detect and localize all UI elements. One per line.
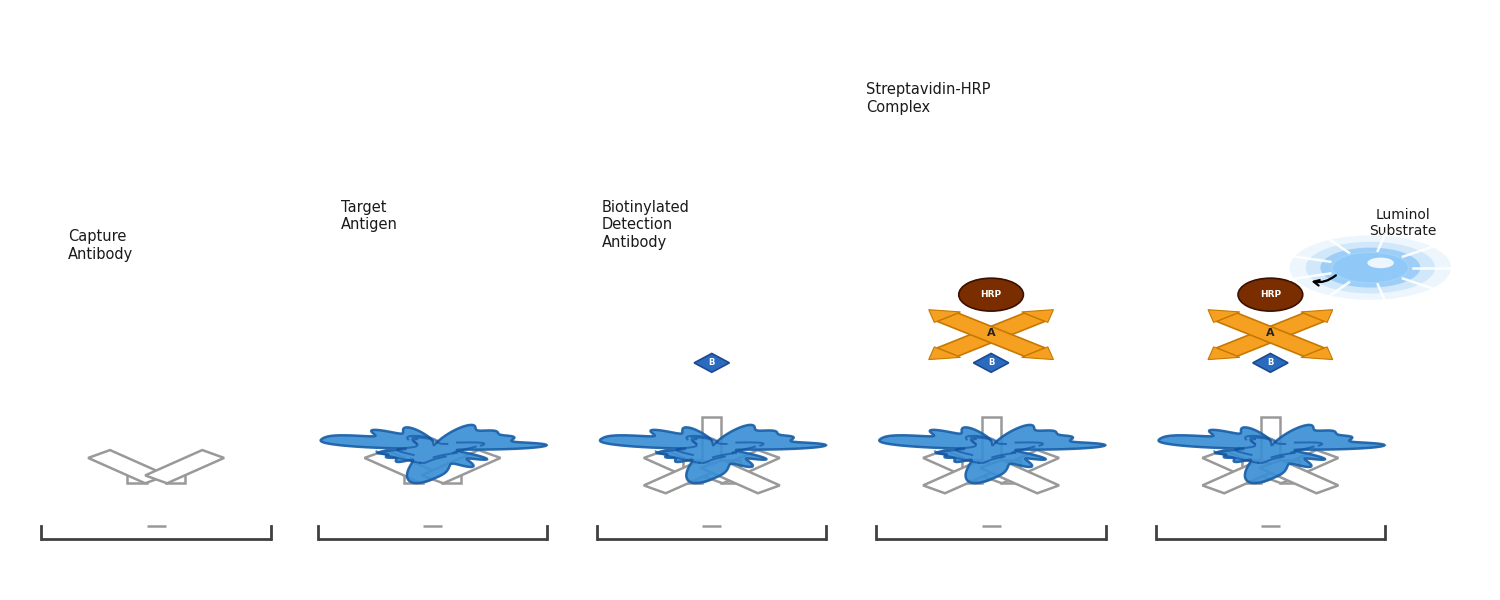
Polygon shape — [682, 475, 702, 484]
Polygon shape — [1203, 450, 1281, 483]
Polygon shape — [1208, 347, 1240, 359]
Polygon shape — [938, 313, 1046, 356]
Ellipse shape — [958, 278, 1023, 311]
Polygon shape — [928, 310, 960, 322]
Polygon shape — [644, 450, 723, 483]
Polygon shape — [88, 450, 166, 483]
Polygon shape — [1000, 475, 1020, 484]
Polygon shape — [702, 417, 721, 464]
Circle shape — [1368, 257, 1394, 268]
Polygon shape — [1300, 310, 1332, 322]
Polygon shape — [879, 425, 1106, 483]
Polygon shape — [165, 475, 184, 484]
Text: A: A — [1266, 328, 1275, 338]
Polygon shape — [128, 475, 147, 484]
Text: HRP: HRP — [981, 290, 1002, 299]
Polygon shape — [922, 460, 1002, 493]
Text: A: A — [987, 328, 996, 338]
Polygon shape — [981, 417, 1000, 464]
Text: Capture
Antibody: Capture Antibody — [68, 229, 134, 262]
Ellipse shape — [1238, 278, 1302, 311]
Text: B: B — [708, 358, 716, 367]
Polygon shape — [700, 450, 780, 483]
Polygon shape — [364, 450, 444, 483]
Polygon shape — [682, 460, 702, 468]
Circle shape — [1332, 253, 1408, 283]
Polygon shape — [1260, 450, 1338, 483]
Polygon shape — [442, 475, 460, 484]
Polygon shape — [1300, 347, 1332, 359]
Polygon shape — [963, 460, 981, 468]
Text: Streptavidin-HRP
Complex: Streptavidin-HRP Complex — [865, 82, 990, 115]
Polygon shape — [1022, 347, 1053, 359]
Polygon shape — [928, 347, 960, 359]
Text: B: B — [988, 358, 994, 367]
Polygon shape — [1022, 310, 1053, 322]
Circle shape — [1305, 242, 1436, 293]
Polygon shape — [700, 460, 780, 493]
Text: HRP: HRP — [1260, 290, 1281, 299]
Polygon shape — [422, 450, 501, 483]
Polygon shape — [644, 460, 723, 493]
Text: B: B — [1268, 358, 1274, 367]
Circle shape — [1320, 248, 1420, 287]
Polygon shape — [321, 425, 546, 483]
Polygon shape — [980, 450, 1059, 483]
Polygon shape — [974, 353, 1008, 372]
Polygon shape — [1000, 460, 1020, 468]
Polygon shape — [694, 353, 729, 372]
Polygon shape — [722, 475, 741, 484]
Text: Target
Antigen: Target Antigen — [342, 200, 398, 232]
Text: Luminol
Substrate: Luminol Substrate — [1370, 208, 1437, 238]
Polygon shape — [1216, 313, 1324, 356]
Polygon shape — [1260, 460, 1338, 493]
Polygon shape — [404, 475, 423, 484]
Polygon shape — [1216, 313, 1324, 356]
Polygon shape — [600, 425, 826, 483]
Polygon shape — [1262, 417, 1280, 464]
Circle shape — [1290, 235, 1450, 300]
Polygon shape — [1242, 460, 1262, 468]
Polygon shape — [1280, 460, 1299, 468]
Polygon shape — [1158, 425, 1384, 483]
Polygon shape — [922, 450, 1002, 483]
Polygon shape — [938, 313, 1046, 356]
Polygon shape — [146, 450, 224, 483]
Polygon shape — [1242, 475, 1262, 484]
Polygon shape — [722, 460, 741, 468]
Polygon shape — [1203, 460, 1281, 493]
Text: Biotinylated
Detection
Antibody: Biotinylated Detection Antibody — [602, 200, 690, 250]
Polygon shape — [1208, 310, 1240, 322]
Polygon shape — [1252, 353, 1288, 372]
Polygon shape — [980, 460, 1059, 493]
Polygon shape — [1280, 475, 1299, 484]
Polygon shape — [963, 475, 981, 484]
